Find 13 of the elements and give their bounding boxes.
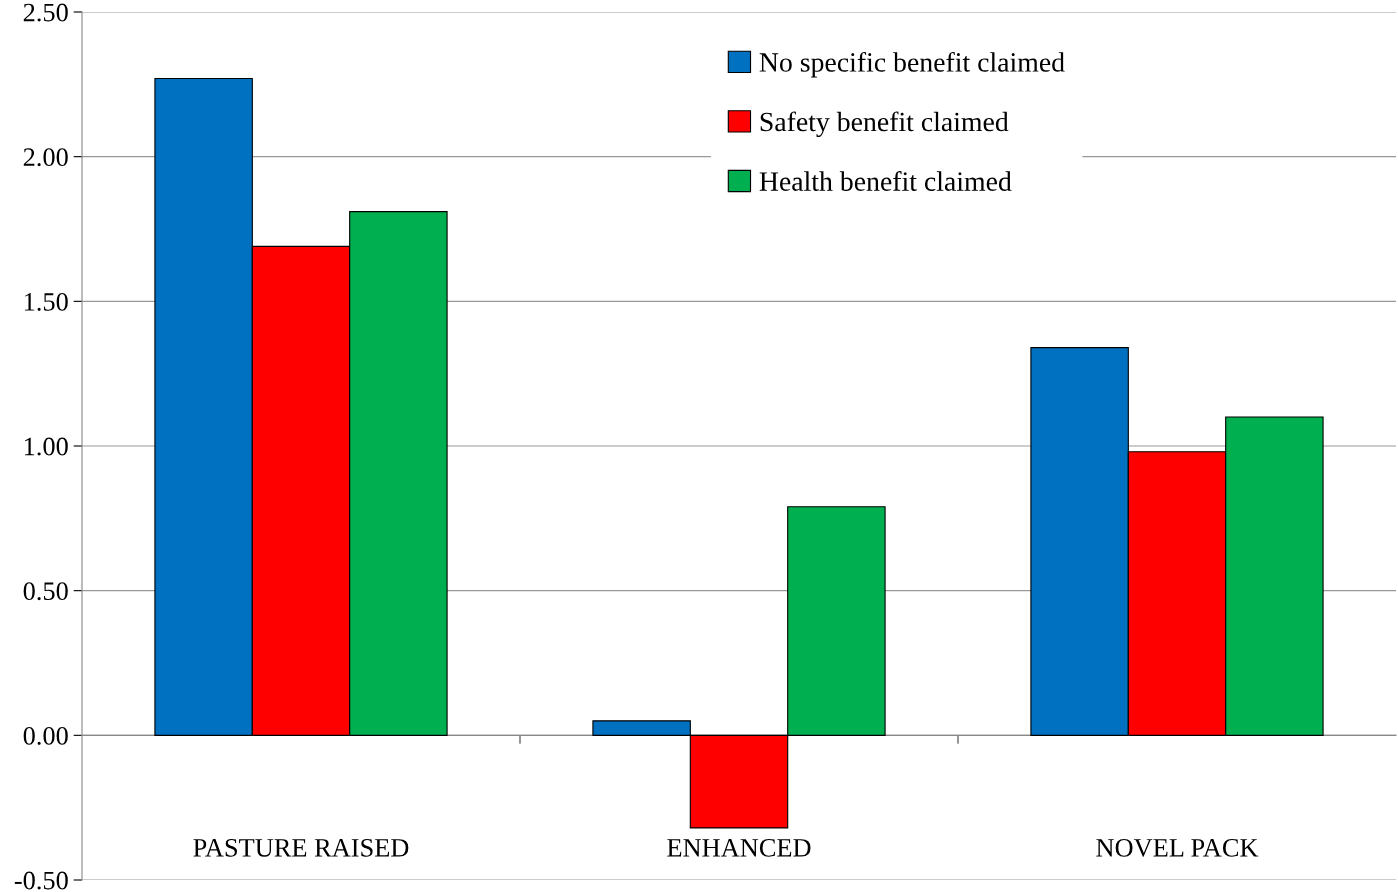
y-tick-label: 0.00 [23,726,68,745]
x-tick-label: NOVEL PACK [1096,838,1259,857]
y-tick-label: 0.50 [23,582,68,601]
legend-label: Safety benefit claimed [760,111,1009,138]
y-tick-label: -0.50 [14,871,68,890]
x-tick-label: PASTURE RAISED [193,838,409,857]
y-tick-label: 1.00 [24,437,68,456]
legend-label: No specific benefit claimed [759,51,1065,78]
x-tick-label: ENHANCED [667,838,811,857]
y-tick-label: 2.00 [23,148,68,167]
y-tick-label: 1.50 [24,292,68,311]
y-tick-label: 2.50 [23,3,68,22]
legend-label: Health benefit claimed [759,171,1012,191]
